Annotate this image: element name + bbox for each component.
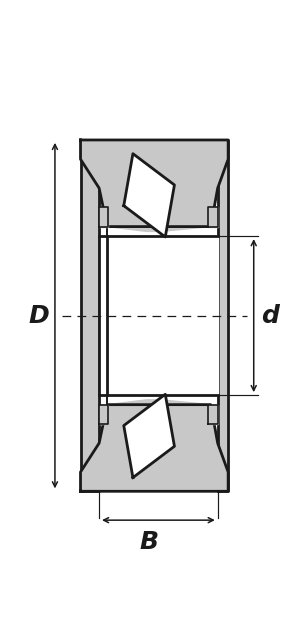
Polygon shape <box>218 140 228 491</box>
Polygon shape <box>99 404 108 424</box>
Polygon shape <box>99 236 218 395</box>
Polygon shape <box>80 404 228 491</box>
Polygon shape <box>124 154 174 237</box>
Polygon shape <box>80 140 228 227</box>
Text: d: d <box>261 304 279 328</box>
Polygon shape <box>208 404 218 424</box>
Polygon shape <box>99 188 218 231</box>
Text: B: B <box>140 530 159 554</box>
Polygon shape <box>80 140 99 491</box>
Polygon shape <box>99 208 108 227</box>
Polygon shape <box>124 394 174 478</box>
Polygon shape <box>99 400 218 443</box>
Text: D: D <box>28 304 49 328</box>
Polygon shape <box>208 208 218 227</box>
